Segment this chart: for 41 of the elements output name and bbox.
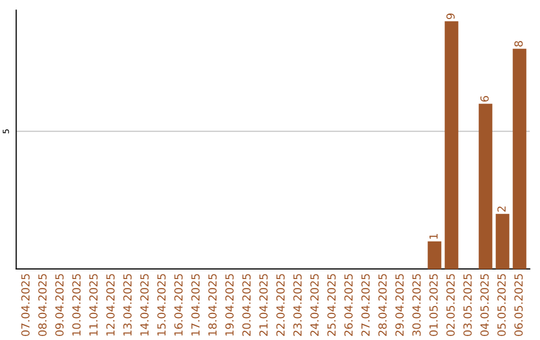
x-tick-label: 23.04.2025 (293, 274, 302, 336)
bar (496, 214, 510, 269)
x-tick-label: 16.04.2025 (174, 274, 183, 336)
x-tick-label: 10.04.2025 (72, 274, 81, 336)
bar (444, 21, 458, 269)
data-label: 1 (429, 234, 438, 239)
x-tick-label: 01.05.2025 (429, 274, 438, 336)
x-tick-label: 24.04.2025 (310, 274, 319, 336)
x-tick-label: 08.04.2025 (38, 274, 47, 336)
x-tick-label: 04.05.2025 (480, 274, 489, 336)
x-tick-label: 06.05.2025 (514, 274, 523, 336)
x-tick-label: 17.04.2025 (191, 274, 200, 336)
x-tick-label: 19.04.2025 (225, 274, 234, 336)
data-label: 8 (514, 41, 523, 47)
x-tick-label: 18.04.2025 (208, 274, 217, 336)
x-tick-label: 27.04.2025 (361, 274, 370, 336)
x-tick-label: 15.04.2025 (157, 274, 166, 336)
x-tick-label: 25.04.2025 (327, 274, 336, 336)
data-label: 9 (446, 14, 455, 20)
x-tick-label: 09.04.2025 (55, 274, 64, 336)
data-label: 2 (497, 206, 506, 212)
x-tick-label: 02.05.2025 (446, 274, 455, 336)
x-tick-label: 26.04.2025 (344, 274, 353, 336)
x-tick-label: 29.04.2025 (395, 274, 404, 336)
x-tick-label: 05.05.2025 (497, 274, 506, 336)
x-tick-label: 30.04.2025 (412, 274, 421, 336)
bar (478, 104, 492, 269)
bar (512, 48, 526, 269)
x-tick-label: 21.04.2025 (259, 274, 268, 336)
data-label: 6 (480, 96, 489, 102)
x-tick-label: 07.04.2025 (21, 274, 30, 336)
x-tick-label: 12.04.2025 (106, 274, 115, 336)
x-tick-label: 11.04.2025 (89, 274, 98, 336)
x-tick-label: 03.05.2025 (463, 274, 472, 336)
x-tick-label: 20.04.2025 (242, 274, 251, 336)
bar (428, 241, 442, 269)
x-tick-label: 14.04.2025 (140, 274, 149, 336)
x-tick-label: 22.04.2025 (276, 274, 285, 336)
ref-line-label: 5 (2, 129, 10, 134)
x-tick-label: 13.04.2025 (123, 274, 132, 336)
x-tick-label: 28.04.2025 (378, 274, 387, 336)
